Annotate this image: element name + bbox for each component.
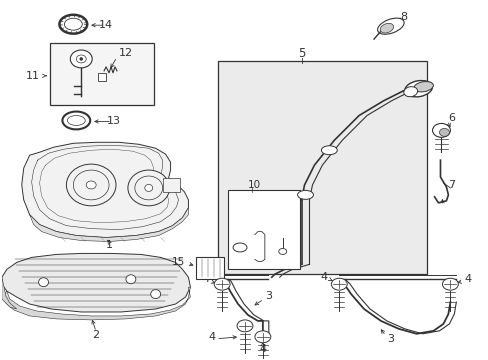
Ellipse shape [70,50,92,68]
Ellipse shape [254,331,270,343]
Ellipse shape [403,87,417,97]
Ellipse shape [80,58,82,60]
Ellipse shape [432,123,449,137]
Ellipse shape [62,112,90,129]
Ellipse shape [442,278,457,290]
Text: 2: 2 [92,330,100,340]
Polygon shape [30,208,188,242]
Ellipse shape [233,243,246,252]
Ellipse shape [67,116,85,125]
Ellipse shape [331,278,346,290]
Ellipse shape [39,278,48,287]
Ellipse shape [278,248,286,255]
Text: 9: 9 [247,208,255,221]
Bar [228,190,299,269]
Polygon shape [2,253,190,312]
Ellipse shape [321,146,337,155]
Polygon shape [4,287,190,320]
Text: 15: 15 [172,257,185,267]
Text: 4: 4 [259,344,266,354]
Ellipse shape [237,320,252,332]
Ellipse shape [66,164,116,206]
Text: 6: 6 [447,113,454,123]
Bar [218,61,426,274]
Ellipse shape [60,15,87,33]
Text: 4: 4 [202,274,209,284]
Ellipse shape [73,170,109,200]
Ellipse shape [64,18,82,30]
Ellipse shape [214,278,230,290]
Text: 4: 4 [463,274,470,284]
Ellipse shape [76,55,86,63]
Ellipse shape [126,275,136,284]
Polygon shape [2,277,17,309]
Ellipse shape [297,190,313,199]
Text: 10: 10 [247,180,261,190]
Text: 4: 4 [320,272,326,282]
Text: 8: 8 [399,12,407,22]
Ellipse shape [377,18,403,34]
Text: 13: 13 [107,116,121,126]
Ellipse shape [86,181,96,189]
Ellipse shape [150,290,161,298]
Bar [49,43,153,105]
Ellipse shape [128,170,169,206]
Text: 7: 7 [447,180,455,190]
Text: 11: 11 [25,71,40,81]
Text: 4: 4 [208,332,215,342]
Bar [98,73,106,81]
Ellipse shape [439,129,448,136]
Text: 1: 1 [105,240,112,251]
Text: 3: 3 [264,291,271,301]
Text: 3: 3 [386,334,393,344]
Text: 12: 12 [119,48,133,58]
Ellipse shape [144,184,152,192]
Polygon shape [21,142,188,238]
Bar [196,257,224,279]
Ellipse shape [413,82,432,92]
Ellipse shape [379,23,393,33]
Ellipse shape [135,176,163,200]
Bar [163,178,180,192]
Ellipse shape [404,81,431,97]
Text: 14: 14 [99,20,113,30]
Text: 5: 5 [297,48,305,60]
